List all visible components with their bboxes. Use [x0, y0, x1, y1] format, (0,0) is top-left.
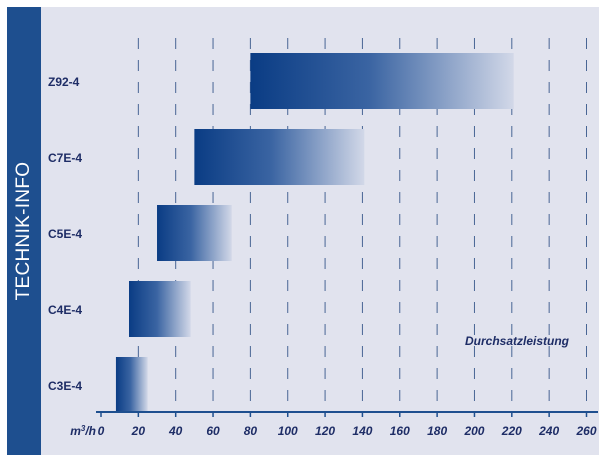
x-tick-label-180: 180	[427, 424, 447, 438]
side-band	[7, 7, 41, 455]
bar-c4e-4	[129, 281, 191, 337]
bar-c5e-4	[157, 205, 232, 261]
category-label-z92-4: Z92-4	[48, 75, 80, 89]
bars	[115, 53, 514, 413]
bar-c7e-4	[194, 129, 365, 185]
x-tick-label-200: 200	[463, 424, 484, 438]
category-labels: Z92-4 C7E-4 C5E-4 C4E-4 C3E-4	[48, 75, 82, 393]
x-tick-label-240: 240	[538, 424, 559, 438]
category-label-c5e-4: C5E-4	[48, 227, 82, 241]
x-tick-label-260: 260	[575, 424, 596, 438]
x-axis: 0 20 40 60 80 100 120 140 160 180 200 220 240 260	[96, 411, 598, 438]
x-tick-label-20: 20	[131, 424, 146, 438]
x-tick-label-220: 220	[501, 424, 522, 438]
category-label-c7e-4: C7E-4	[48, 151, 82, 165]
x-unit-label: m3/h	[70, 424, 96, 439]
x-tick-label-0: 0	[98, 424, 105, 438]
x-tick-label-140: 140	[352, 424, 372, 438]
chart-annotation: Durchsatzleistung	[465, 334, 570, 348]
bar-c3e-4	[115, 357, 148, 413]
x-tick-label-120: 120	[315, 424, 335, 438]
x-tick-label-40: 40	[168, 424, 183, 438]
category-label-c4e-4: C4E-4	[48, 303, 82, 317]
x-tick-label-100: 100	[278, 424, 298, 438]
x-tick-label-80: 80	[244, 424, 258, 438]
x-tick-label-160: 160	[390, 424, 410, 438]
x-tick-label-60: 60	[206, 424, 220, 438]
category-label-c3e-4: C3E-4	[48, 379, 82, 393]
bar-z92-4	[250, 53, 514, 109]
